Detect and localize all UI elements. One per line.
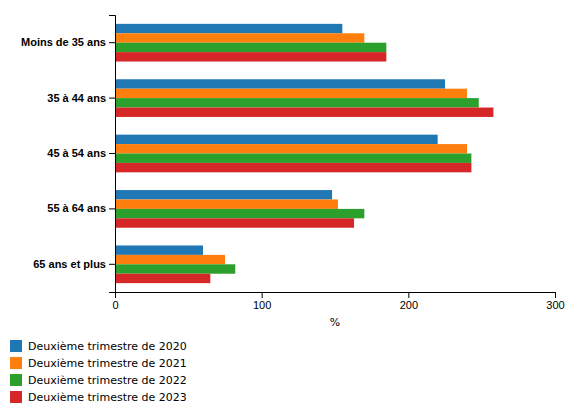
x-tick: 0: [112, 292, 118, 311]
y-tick-label: 65 ans et plus: [33, 258, 106, 270]
x-tick: 100: [253, 292, 271, 311]
legend: Deuxième trimestre de 2020 Deuxième trime…: [10, 340, 187, 404]
legend-label: Deuxième trimestre de 2020: [28, 340, 187, 353]
legend-item: Deuxième trimestre de 2021: [10, 357, 187, 370]
y-tick: 55 à 64 ans: [47, 202, 115, 214]
x-tick-label: 100: [253, 299, 271, 311]
bar: [115, 79, 445, 88]
legend-label: Deuxième trimestre de 2023: [28, 391, 187, 404]
y-tick: 65 ans et plus: [33, 258, 115, 270]
legend-label: Deuxième trimestre de 2021: [28, 357, 187, 370]
y-tick: Moins de 35 ans: [21, 36, 115, 48]
bar: [115, 33, 364, 42]
y-tick: 45 à 54 ans: [47, 147, 115, 159]
bar: [115, 89, 467, 98]
bar-series: [115, 43, 479, 274]
x-tick-label: 0: [112, 299, 118, 311]
bar-series: [115, 24, 445, 255]
bar: [115, 154, 471, 163]
x-tick-mark: [262, 292, 263, 298]
bar: [115, 52, 386, 61]
y-tick-label: 55 à 64 ans: [47, 202, 106, 214]
x-axis-title: %: [330, 316, 340, 329]
x-tick: 200: [400, 292, 418, 311]
bar: [115, 255, 225, 264]
legend-swatch: [10, 340, 22, 352]
y-tick-mark: [109, 264, 115, 265]
legend-swatch: [10, 391, 22, 403]
y-tick-mark: [109, 153, 115, 154]
bar: [115, 199, 338, 208]
bar: [115, 218, 354, 227]
chart: 0 100 200 300 65 ans et plus 55 à 64 ans 45 à …: [0, 0, 580, 420]
bar: [115, 163, 471, 172]
bar: [115, 135, 438, 144]
bar: [115, 190, 332, 199]
bar: [115, 144, 467, 153]
legend-item: Deuxième trimestre de 2023: [10, 391, 187, 404]
bar: [115, 108, 493, 117]
bar: [115, 98, 479, 107]
x-tick-label: 300: [546, 299, 564, 311]
x-tick: 300: [546, 292, 564, 311]
x-axis-line: [116, 293, 556, 299]
legend-item: Deuxième trimestre de 2020: [10, 340, 187, 353]
y-axis: 65 ans et plus 55 à 64 ans 45 à 54 ans 35 à…: [21, 16, 115, 293]
legend-swatch: [10, 374, 22, 386]
plot-area: 0 100 200 300 65 ans et plus 55 à 64 ans 45 à …: [21, 16, 565, 330]
bars: [115, 24, 493, 283]
bar: [115, 245, 203, 254]
y-tick-label: Moins de 35 ans: [21, 36, 106, 48]
bar: [115, 24, 342, 33]
bar-series: [115, 52, 493, 283]
bar: [115, 274, 210, 283]
x-axis: 0 100 200 300: [112, 292, 564, 311]
y-tick-mark: [109, 98, 115, 99]
bar-series: [115, 33, 467, 264]
y-tick-label: 45 à 54 ans: [47, 147, 106, 159]
y-tick: 35 à 44 ans: [47, 92, 115, 104]
bar: [115, 264, 235, 273]
y-axis-line: [109, 16, 116, 293]
legend-item: Deuxième trimestre de 2022: [10, 374, 187, 387]
x-tick-label: 200: [400, 299, 418, 311]
y-tick-mark: [109, 208, 115, 209]
bar: [115, 43, 386, 52]
y-tick-mark: [109, 42, 115, 43]
legend-label: Deuxième trimestre de 2022: [28, 374, 187, 387]
x-tick-mark: [555, 292, 556, 298]
bar: [115, 209, 364, 218]
legend-swatch: [10, 357, 22, 369]
x-tick-mark: [408, 292, 409, 298]
y-tick-label: 35 à 44 ans: [47, 92, 106, 104]
